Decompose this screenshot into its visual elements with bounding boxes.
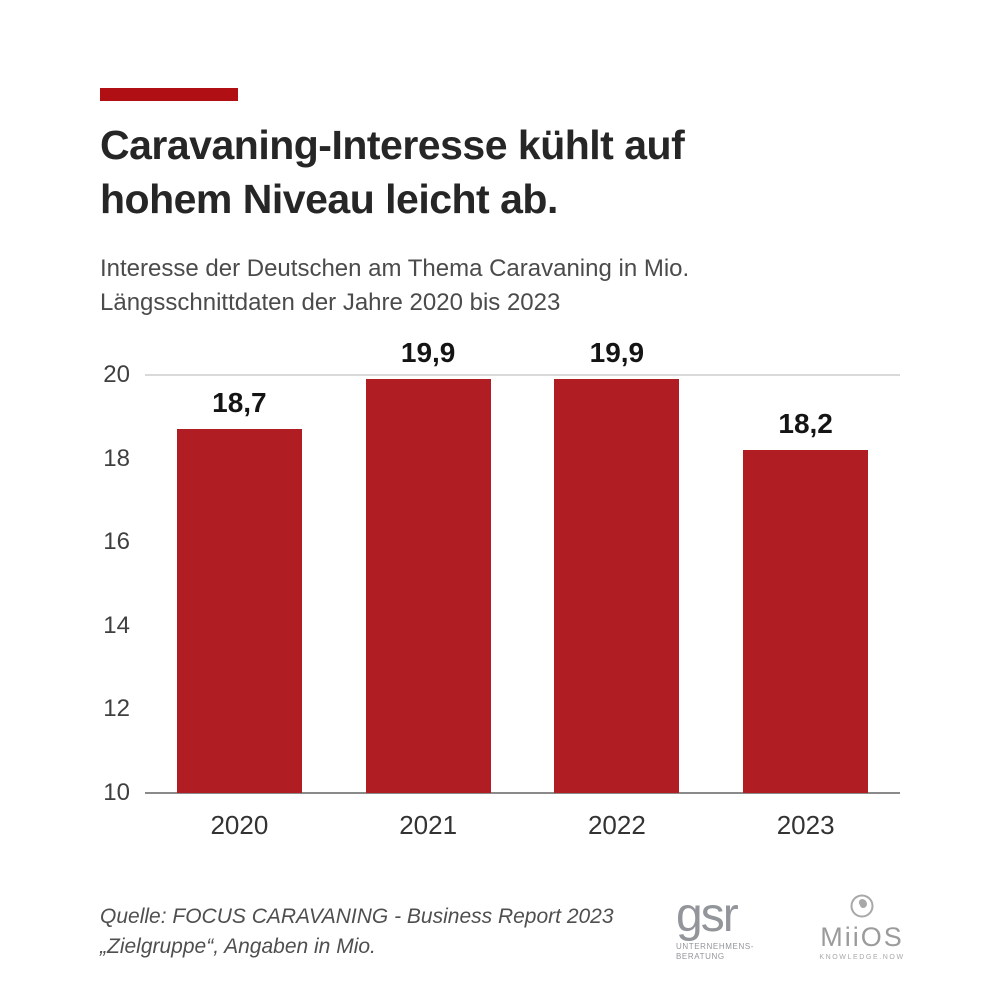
miios-logo: MiiOS KNOWLEDGE.NOW [802,893,922,961]
bar-value-label-2023: 18,2 [778,408,833,440]
bar-chart-plot-area: 18,7 19,9 19,9 18,2 [145,337,900,794]
y-tick-label-10: 10 [103,779,130,806]
bar-2023 [743,450,869,793]
miios-logo-icon [850,894,874,918]
miios-logo-subtext: KNOWLEDGE.NOW [819,954,905,961]
y-tick-label-16: 16 [103,528,130,556]
bar-2022 [554,379,680,793]
x-tick-label-2023: 2023 [776,810,835,840]
y-tick-label-20: 20 [103,361,130,388]
miios-logo-text: MiiOS [820,922,904,952]
page-title: Caravaning-Interesse kühlt auf hohem Niv… [100,118,685,226]
source-line-1: Quelle: FOCUS CARAVANING - Business Repo… [100,905,614,928]
title-line-1: Caravaning-Interesse kühlt auf [100,122,685,168]
bar-group-2020: 18,7 [176,387,302,793]
y-tick-label-12: 12 [103,695,130,723]
y-axis: 10 12 14 16 18 20 [0,361,130,806]
source-line-2: „Zielgruppe“, Angaben in Mio. [100,934,376,958]
chart-subtitle: Interesse der Deutschen am Thema Caravan… [100,252,689,319]
bar-value-label-2021: 19,9 [400,337,456,369]
x-tick-label-2021: 2021 [399,810,458,840]
source-note: Quelle: FOCUS CARAVANING - Business Repo… [100,902,614,962]
bar-value-label-2022: 19,9 [589,337,645,369]
y-tick-label-14: 14 [103,611,130,639]
title-line-2: hohem Niveau leicht ab. [100,176,558,223]
subtitle-line-2: Längsschnittdaten der Jahre 2020 bis 202… [100,288,561,316]
x-tick-label-2022: 2022 [587,810,646,840]
gsr-logo-subtext: UNTERNEHMENS- BERATUNG [676,942,755,962]
bar-group-2022: 19,9 [554,337,680,793]
gridline-top [145,374,900,376]
bar-2020 [176,429,302,793]
bar-2021 [365,379,491,793]
x-tick-label-2020: 2020 [210,810,269,840]
bar-group-2023: 18,2 [743,408,869,793]
gsr-logo: gsr UNTERNEHMENS- BERATUNG [676,892,776,963]
x-axis-labels: 2020 2021 2022 2023 [145,810,900,841]
gsr-logo-text: gsr [676,889,739,942]
bar-series: 18,7 19,9 19,9 18,2 [145,337,900,793]
subtitle-line-1: Interesse der Deutschen am Thema Caravan… [100,255,690,282]
x-axis-baseline [145,792,900,794]
bar-group-2021: 19,9 [365,337,491,793]
accent-bar [100,88,238,101]
bar-value-label-2020: 18,7 [212,387,267,419]
y-tick-label-18: 18 [103,444,130,472]
